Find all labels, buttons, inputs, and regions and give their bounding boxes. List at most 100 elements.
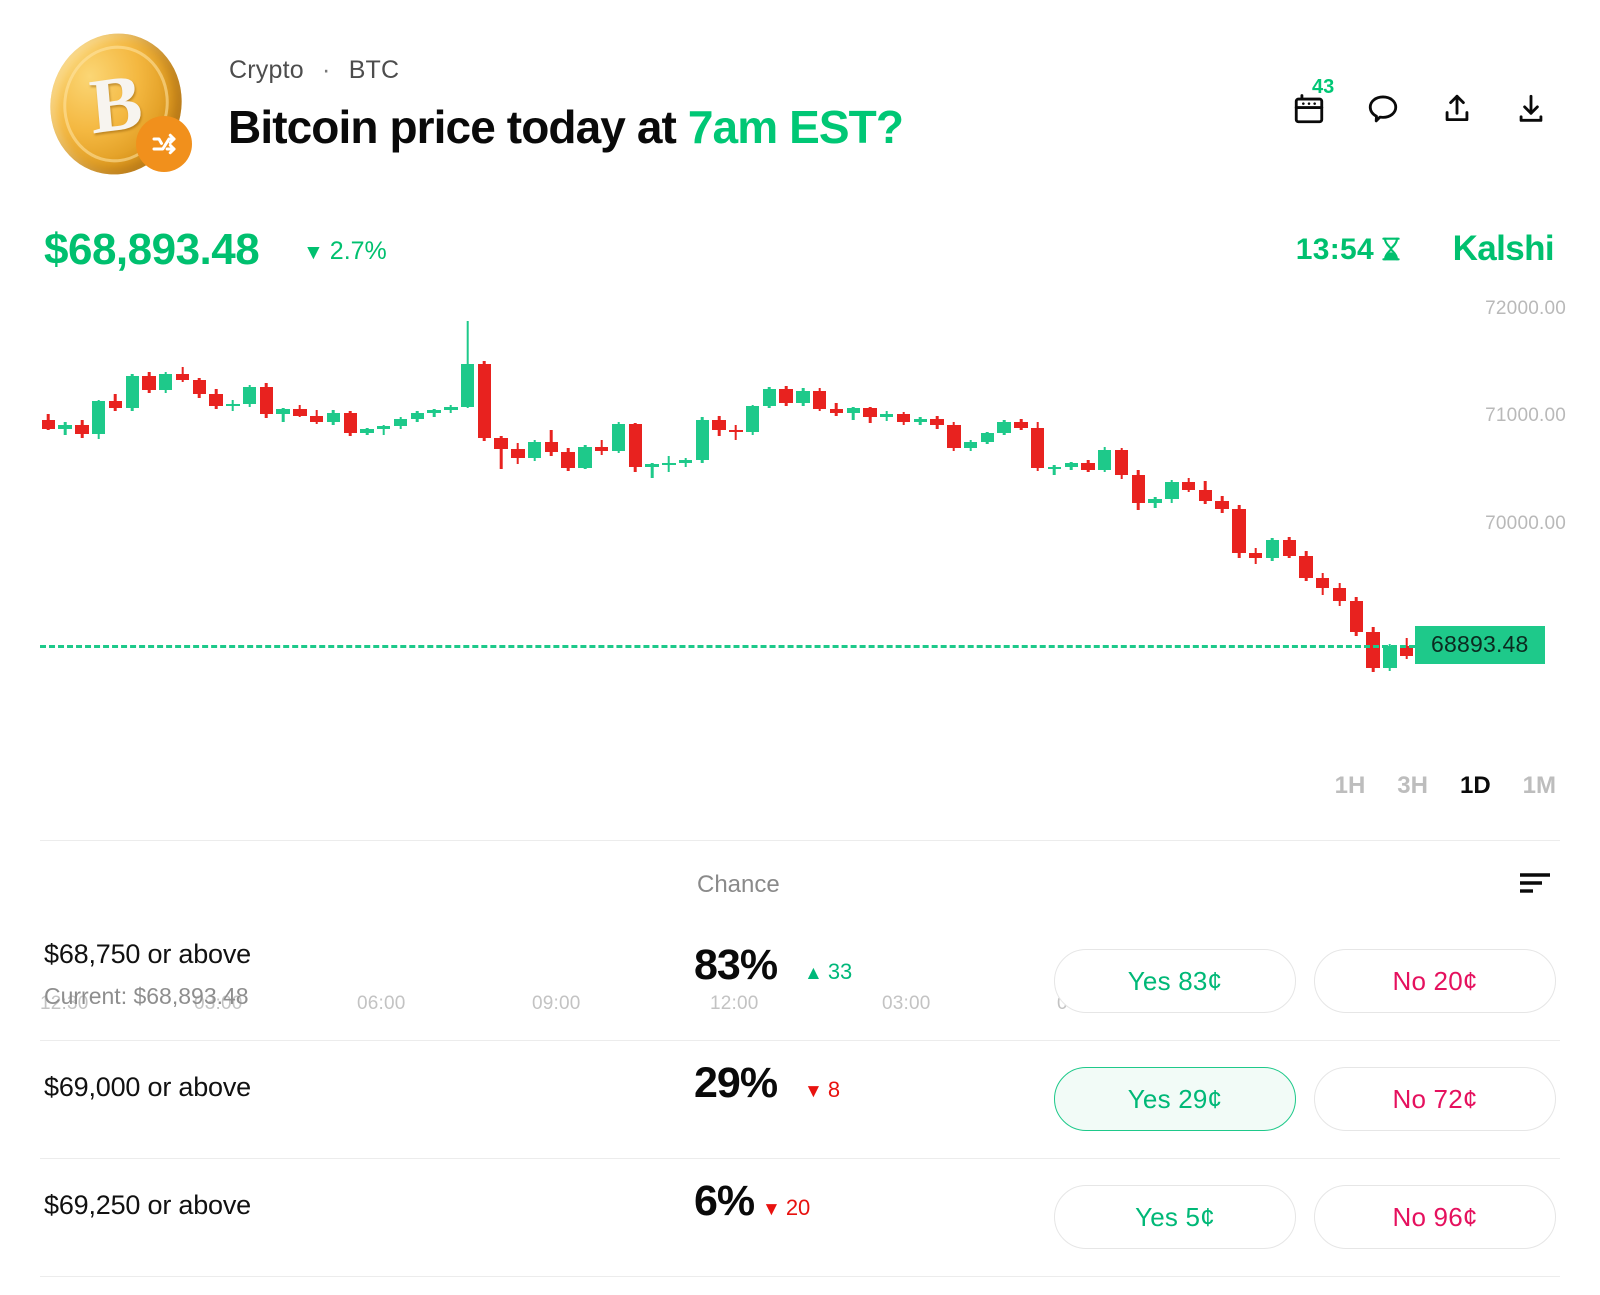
chance-delta: ▼ 8 [804, 1077, 840, 1103]
candle [1148, 288, 1162, 698]
candle-body [511, 449, 525, 458]
candle [1248, 288, 1263, 698]
header-actions: 43 [1288, 76, 1552, 130]
candle-body [662, 463, 676, 466]
price-chart[interactable]: 70000.00 71000.00 72000.00 68893.48 12:30 0… [0, 288, 1600, 1014]
table-row[interactable]: $68,750 or above Current: $68,893.48 83% ▲ 3… [0, 923, 1600, 1040]
x-axis-tick-label: 09:00 [532, 993, 581, 1014]
current-price-tag: 68893.48 [1415, 625, 1545, 664]
breadcrumb: Crypto · BTC [229, 56, 399, 85]
candle-body [1031, 427, 1045, 469]
table-row[interactable]: $69,250 or above 6% ▼ 20 Yes 5¢ No 96¢ [0, 1159, 1600, 1276]
brand-logo: Kalshi [1452, 229, 1555, 268]
timeframe-1d[interactable]: 1D [1459, 772, 1491, 799]
candle [108, 288, 123, 698]
yes-button[interactable]: Yes 29¢ [1054, 1067, 1296, 1131]
table-top-divider [40, 840, 1560, 841]
candle [259, 288, 274, 698]
candle-body [595, 447, 609, 451]
candle [1114, 288, 1129, 698]
candle-body [880, 413, 894, 418]
candle [662, 288, 676, 698]
x-axis-tick-label: 12:00 [710, 993, 759, 1014]
candle-body [477, 363, 492, 438]
share-icon[interactable] [1436, 88, 1478, 130]
timeframe-1h[interactable]: 1H [1334, 772, 1366, 799]
candle [930, 288, 944, 698]
transfer-arrows-icon [136, 116, 192, 172]
delta-value: 8 [827, 1077, 841, 1102]
candle [1098, 288, 1112, 698]
candle [796, 288, 810, 698]
candle-body [276, 409, 290, 415]
candle [175, 288, 190, 698]
chance-value: 83% [694, 941, 778, 989]
candle-body [997, 421, 1011, 434]
candle-body [846, 408, 860, 414]
row-divider [40, 1276, 1560, 1277]
candle [444, 288, 458, 698]
candle [544, 288, 559, 698]
candle [678, 288, 693, 698]
no-button[interactable]: No 20¢ [1314, 949, 1556, 1013]
candle-body [1299, 555, 1313, 579]
candle-body [947, 425, 961, 448]
price-change-value: 2.7% [329, 237, 387, 265]
candle-body [1282, 540, 1296, 556]
candle [226, 288, 240, 698]
yes-button[interactable]: Yes 83¢ [1054, 949, 1296, 1013]
candle [1047, 288, 1062, 698]
candle [1165, 288, 1179, 698]
candle [947, 288, 961, 698]
timeframe-3h[interactable]: 3H [1397, 772, 1428, 799]
page-title: Bitcoin price today at 7am EST? [228, 100, 904, 154]
chance-delta: ▲ 33 [804, 959, 852, 985]
chance-value: 6% [694, 1177, 755, 1225]
market-rows: $68,750 or above Current: $68,893.48 83% ▲ 3… [0, 923, 1600, 1277]
candle [326, 288, 341, 698]
markets-table: Chance $68,750 or above Current: $68,893.… [0, 840, 1600, 1277]
breadcrumb-ticker[interactable]: BTC [348, 56, 400, 84]
candle [309, 288, 324, 698]
table-row[interactable]: $69,000 or above 29% ▼ 8 Yes 29¢ No 72¢ [0, 1041, 1600, 1158]
yes-button[interactable]: Yes 5¢ [1054, 1185, 1296, 1249]
candle [645, 288, 659, 698]
candlestick-plot[interactable] [40, 288, 1415, 698]
no-button[interactable]: No 96¢ [1314, 1185, 1556, 1249]
candle-body [142, 375, 156, 391]
comment-icon[interactable] [1362, 88, 1404, 130]
candle-wick [181, 366, 184, 382]
candle-wick [851, 406, 855, 420]
candle-body [1248, 553, 1263, 558]
delta-down-arrow-icon: ▼ [762, 1199, 781, 1220]
candle-body [410, 412, 424, 419]
candle [880, 288, 894, 698]
candle [595, 288, 609, 698]
candle [159, 288, 173, 698]
no-button[interactable]: No 72¢ [1314, 1067, 1556, 1131]
candle-body [729, 430, 743, 433]
candle-body [1098, 449, 1112, 471]
candle [1282, 288, 1296, 698]
candle-wick [499, 435, 503, 470]
page-title-highlight: 7am EST? [687, 101, 904, 153]
sort-icon[interactable] [1518, 871, 1552, 895]
candle [142, 288, 156, 698]
order-buttons: Yes 83¢ No 20¢ [1054, 949, 1556, 1013]
y-axis-tick-label: 72000.00 [1485, 297, 1566, 319]
candle-body [628, 424, 642, 468]
candle-body [645, 464, 659, 468]
candle [561, 288, 575, 698]
order-buttons: Yes 29¢ No 72¢ [1054, 1067, 1556, 1131]
row-divider [40, 1040, 1560, 1041]
candle-body [762, 389, 777, 406]
candle-body [1316, 578, 1330, 588]
timeframe-1m[interactable]: 1M [1522, 772, 1556, 799]
candle [242, 288, 257, 698]
timeframe-selector[interactable]: 1H 3H 1D 1M [1335, 772, 1556, 800]
candle [527, 288, 542, 698]
calendar-icon[interactable]: 43 [1288, 76, 1334, 130]
download-icon[interactable] [1510, 88, 1552, 130]
candle [1215, 288, 1229, 698]
breadcrumb-category[interactable]: Crypto [229, 56, 304, 84]
